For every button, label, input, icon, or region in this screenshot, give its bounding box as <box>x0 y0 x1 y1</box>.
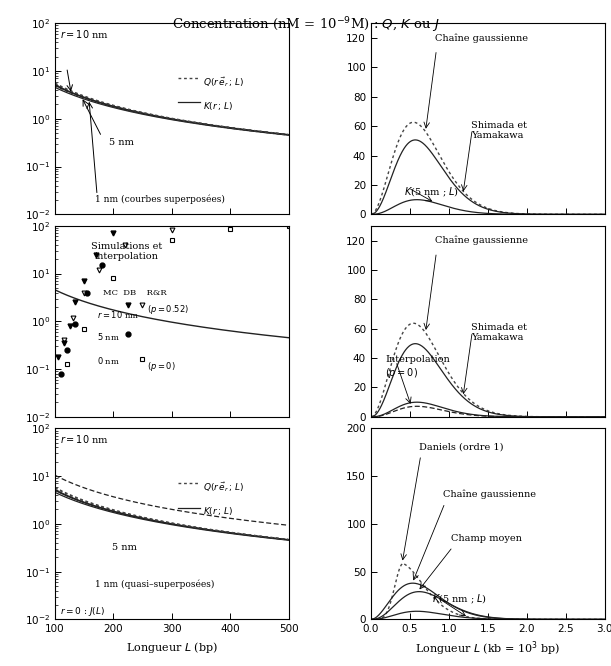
Text: $r = 10$ nm: $r = 10$ nm <box>60 433 109 445</box>
Text: $r = 10$ nm: $r = 10$ nm <box>97 308 139 320</box>
Text: 5 nm: 5 nm <box>109 139 134 147</box>
Text: Shimada et
Yamakawa: Shimada et Yamakawa <box>470 323 527 342</box>
Text: $K$(5 nm ; $L$): $K$(5 nm ; $L$) <box>432 593 487 605</box>
Text: Concentration (nM = 10$^{-9}$M) : $Q$, $K$ ou $J$: Concentration (nM = 10$^{-9}$M) : $Q$, $… <box>172 15 439 35</box>
Text: $K$(5 nm ; $L$): $K$(5 nm ; $L$) <box>404 186 459 198</box>
Text: $K(r\,;\,L)$: $K(r\,;\,L)$ <box>203 100 233 112</box>
Text: Interpolation
$(p = 0)$: Interpolation $(p = 0)$ <box>385 355 450 380</box>
Text: 1 nm (quasi–superposées): 1 nm (quasi–superposées) <box>95 579 214 589</box>
Text: Chaîne gaussienne: Chaîne gaussienne <box>435 33 528 43</box>
Text: Simulations et
interpolation: Simulations et interpolation <box>91 242 162 261</box>
Text: $0$ nm: $0$ nm <box>97 355 120 366</box>
Text: $K(r\,;\,L)$: $K(r\,;\,L)$ <box>203 505 233 517</box>
Text: $r = 0$ : $J(L)$: $r = 0$ : $J(L)$ <box>60 605 105 618</box>
Text: Champ moyen: Champ moyen <box>452 534 522 543</box>
Text: $(p = 0.52)$: $(p = 0.52)$ <box>147 302 189 316</box>
Text: $r = 10$ nm: $r = 10$ nm <box>60 28 109 40</box>
Text: Shimada et
Yamakawa: Shimada et Yamakawa <box>470 121 527 140</box>
X-axis label: Longueur $L$ (kb = 10$^3$ bp): Longueur $L$ (kb = 10$^3$ bp) <box>415 640 560 659</box>
Text: 5 nm: 5 nm <box>112 543 137 552</box>
Text: Daniels (ordre 1): Daniels (ordre 1) <box>419 442 503 452</box>
Text: Chaîne gaussienne: Chaîne gaussienne <box>444 490 536 499</box>
X-axis label: Longueur $L$ (bp): Longueur $L$ (bp) <box>126 640 218 655</box>
Text: $Q(r\,\vec{e}_r\,;\,L)$: $Q(r\,\vec{e}_r\,;\,L)$ <box>203 75 244 89</box>
Text: 1 nm (courbes superposées): 1 nm (courbes superposées) <box>95 194 225 204</box>
Text: $5$ nm: $5$ nm <box>97 332 120 342</box>
Text: $Q(r\,\vec{e}_r\,;\,L)$: $Q(r\,\vec{e}_r\,;\,L)$ <box>203 480 244 494</box>
Text: MC  DB    R&R: MC DB R&R <box>103 289 167 297</box>
Text: Chaîne gaussienne: Chaîne gaussienne <box>435 236 528 246</box>
Text: $(p = 0)$: $(p = 0)$ <box>147 360 176 373</box>
